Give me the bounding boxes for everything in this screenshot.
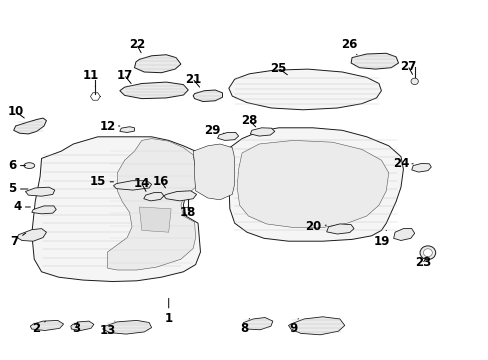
Text: 23: 23 [414,256,430,269]
Polygon shape [217,132,238,140]
Polygon shape [193,90,222,102]
Text: 27: 27 [399,60,416,75]
Polygon shape [193,144,234,200]
Polygon shape [25,187,55,196]
Text: 24: 24 [392,157,412,170]
Text: 28: 28 [241,114,257,127]
Polygon shape [393,229,414,240]
Polygon shape [163,191,196,201]
Text: 5: 5 [8,183,28,195]
Polygon shape [120,127,134,132]
Text: 25: 25 [270,62,287,75]
Text: 4: 4 [13,201,30,213]
Polygon shape [30,320,63,330]
Polygon shape [237,140,388,228]
Ellipse shape [419,246,435,260]
Polygon shape [143,193,163,201]
Text: 2: 2 [33,321,45,335]
Text: 3: 3 [72,322,80,335]
Text: 14: 14 [133,177,150,192]
Text: 12: 12 [99,120,120,132]
Text: 9: 9 [289,319,298,335]
Polygon shape [71,321,94,330]
Polygon shape [134,55,181,73]
Text: 13: 13 [99,321,116,337]
Text: 26: 26 [341,39,357,55]
Text: 7: 7 [11,233,26,248]
Polygon shape [107,139,195,270]
Text: 10: 10 [7,105,24,118]
Text: 16: 16 [153,175,169,188]
Polygon shape [350,53,398,69]
Ellipse shape [423,249,431,257]
Polygon shape [113,181,151,190]
Text: 29: 29 [204,124,224,137]
Polygon shape [102,320,151,334]
Text: 17: 17 [116,69,133,84]
Text: 21: 21 [184,73,201,87]
Text: 8: 8 [240,319,249,335]
Polygon shape [14,118,46,134]
Ellipse shape [24,163,35,168]
Polygon shape [120,82,188,99]
Polygon shape [242,318,272,330]
Text: 19: 19 [372,230,389,248]
Polygon shape [288,317,344,335]
Polygon shape [250,128,274,136]
Polygon shape [32,206,56,214]
Polygon shape [326,224,353,234]
Ellipse shape [410,78,417,85]
Polygon shape [411,163,430,172]
Text: 11: 11 [82,69,99,86]
Polygon shape [32,137,200,282]
Polygon shape [17,229,46,241]
Text: 20: 20 [304,220,325,233]
Text: 15: 15 [89,175,113,188]
Polygon shape [228,69,381,110]
Text: 1: 1 [164,298,172,325]
Text: 6: 6 [8,159,25,172]
Text: 18: 18 [180,206,196,219]
Polygon shape [139,207,171,232]
Text: 22: 22 [128,39,145,53]
Polygon shape [228,128,403,241]
